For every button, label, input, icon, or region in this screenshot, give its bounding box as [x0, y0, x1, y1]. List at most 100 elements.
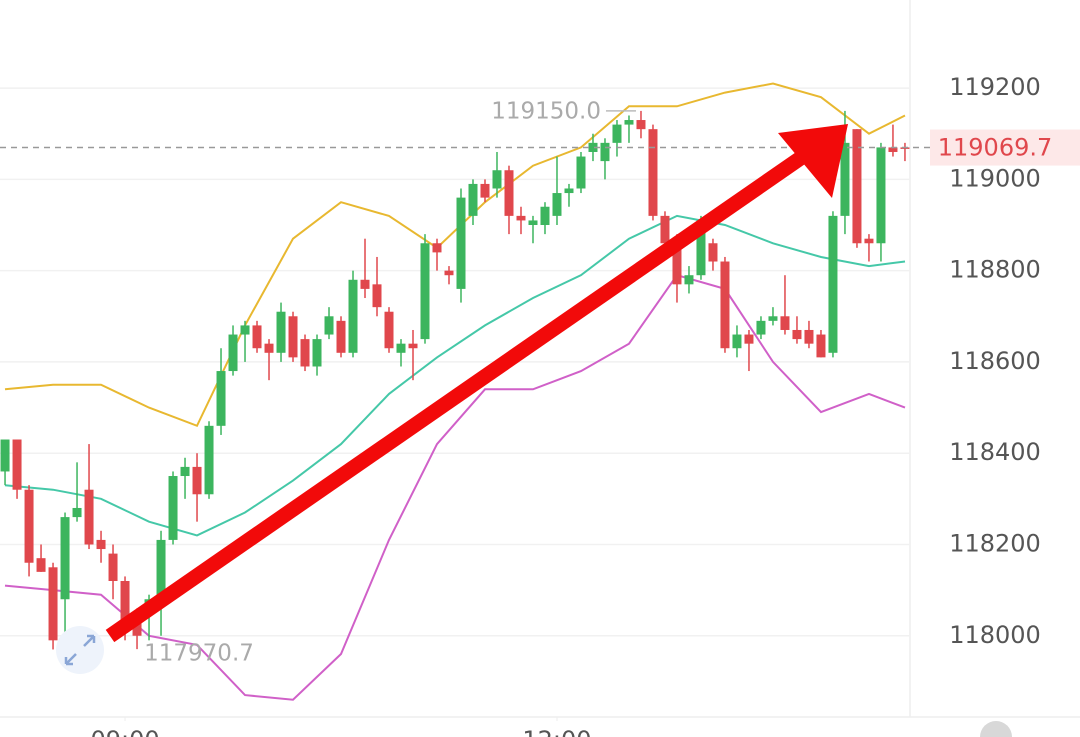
- y-tick-label: 118200: [949, 529, 1041, 557]
- candle-body: [276, 311, 286, 353]
- candle-body: [108, 553, 118, 581]
- candle-body: [396, 343, 406, 353]
- menu-button[interactable]: [980, 721, 1012, 737]
- candle-body: [336, 320, 346, 353]
- candle-body: [672, 238, 682, 285]
- max-label: 119150.0: [491, 98, 601, 124]
- candle-body: [432, 243, 442, 253]
- candle-body: [444, 270, 454, 276]
- candle-body: [732, 334, 742, 349]
- candle-body: [384, 311, 394, 349]
- candle-body: [588, 142, 598, 152]
- x-tick-label: 12:00: [522, 726, 591, 737]
- candle-body: [636, 120, 646, 130]
- candle-body: [348, 279, 358, 353]
- candle-body: [612, 124, 622, 143]
- candle-body: [120, 580, 130, 623]
- candle-body: [324, 316, 334, 335]
- candle-body: [708, 243, 718, 262]
- candle-body: [312, 339, 322, 367]
- min-label: 117970.7: [144, 641, 254, 667]
- candles: [0, 110, 910, 650]
- candle-body: [288, 316, 298, 358]
- icon-bg[interactable]: [56, 626, 104, 674]
- candle-body: [552, 193, 562, 216]
- candle-body: [168, 476, 178, 540]
- candle-body: [804, 329, 814, 344]
- candle-body: [132, 617, 142, 636]
- arrow-head: [778, 124, 848, 198]
- candle-body: [528, 220, 538, 226]
- candle-body: [408, 343, 418, 349]
- candle-body: [792, 329, 802, 340]
- candle-body: [420, 243, 430, 340]
- band-line: [4, 274, 906, 701]
- candle-body: [576, 156, 586, 189]
- candle-body: [204, 425, 214, 495]
- arrow-shaft: [105, 148, 810, 643]
- candle-body: [264, 343, 274, 353]
- candle-body: [840, 142, 850, 216]
- candle-body: [660, 215, 670, 244]
- candle-body: [828, 215, 838, 353]
- reset-icon[interactable]: [56, 626, 104, 674]
- candle-body: [624, 120, 634, 125]
- y-tick-label: 118800: [949, 256, 1041, 284]
- y-tick-label: 119000: [949, 164, 1041, 192]
- candle-body: [852, 129, 862, 244]
- candle-body: [492, 170, 502, 189]
- last-price-label: 119069.7: [938, 134, 1053, 162]
- candle-body: [228, 334, 238, 372]
- candle-body: [780, 316, 790, 330]
- candle-body: [240, 325, 250, 335]
- candle-body: [468, 183, 478, 216]
- candle-body: [888, 147, 898, 152]
- candle-body: [864, 238, 874, 244]
- candle-body: [156, 539, 166, 600]
- candle-body: [360, 279, 370, 289]
- candle-body: [84, 489, 94, 545]
- candle-body: [684, 275, 694, 285]
- candle-body: [48, 567, 58, 641]
- candle-body: [756, 320, 766, 335]
- band-line: [4, 214, 906, 537]
- candle-body: [372, 284, 382, 308]
- y-tick-label: 118600: [949, 347, 1041, 375]
- candle-body: [696, 220, 706, 276]
- candle-body: [648, 129, 658, 216]
- candle-body: [768, 316, 778, 321]
- x-tick-label: 09:00: [90, 726, 159, 737]
- candle-body: [564, 188, 574, 194]
- last-price-bg: [930, 129, 1080, 166]
- overlays: 119069.7 119150.0 117970.7: [0, 98, 1080, 667]
- candle-body: [72, 507, 82, 518]
- candle-body: [516, 215, 526, 221]
- candle-body: [216, 371, 226, 426]
- candle-body: [36, 558, 46, 572]
- y-tick-label: 118000: [949, 621, 1041, 649]
- candle-body: [0, 439, 10, 472]
- candle-body: [816, 334, 826, 358]
- candle-body: [192, 466, 202, 495]
- candle-body: [252, 325, 262, 349]
- icon-glyph[interactable]: [64, 634, 96, 666]
- candle-body: [720, 261, 730, 349]
- candle-body: [60, 517, 70, 600]
- y-tick-label: 119200: [949, 73, 1041, 101]
- candle-body: [96, 539, 106, 550]
- candle-body: [180, 466, 190, 477]
- candle-body: [24, 489, 34, 563]
- candle-body: [744, 334, 754, 344]
- candle-body: [456, 197, 466, 289]
- candle-body: [504, 170, 514, 216]
- candle-body: [540, 206, 550, 226]
- y-tick-label: 118400: [949, 438, 1041, 466]
- candle-body: [876, 147, 886, 244]
- candle-body: [480, 183, 490, 198]
- candle-body: [600, 142, 610, 162]
- candle-body: [12, 439, 22, 490]
- candle-body: [300, 339, 310, 367]
- trend-arrow: [105, 124, 848, 643]
